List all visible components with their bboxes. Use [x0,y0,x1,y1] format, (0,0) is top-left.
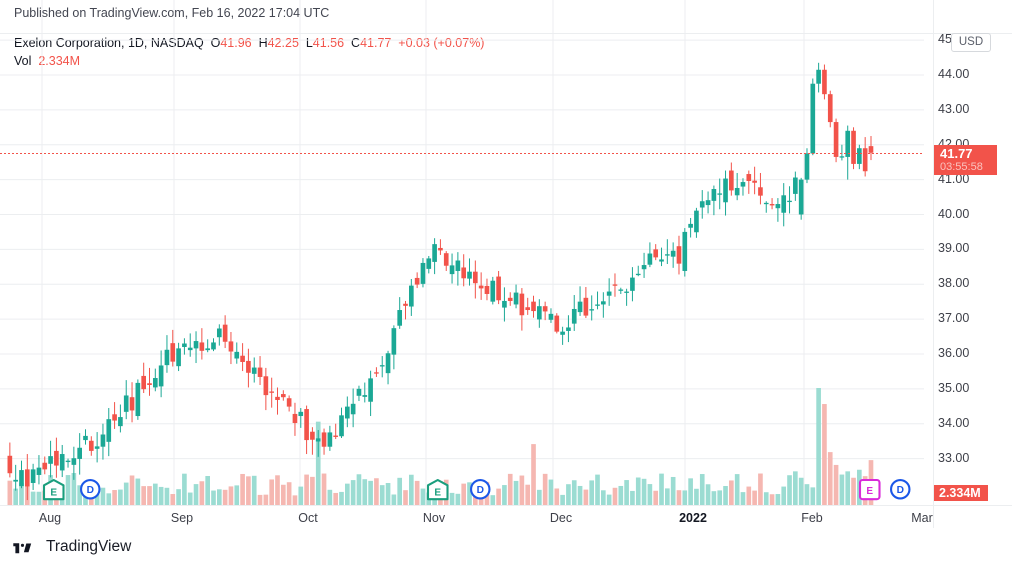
svg-text:D: D [86,485,93,496]
svg-text:D: D [896,485,903,496]
svg-text:E: E [435,487,442,498]
svg-text:D: D [476,485,483,496]
svg-text:E: E [51,487,58,498]
svg-text:E: E [867,486,874,497]
